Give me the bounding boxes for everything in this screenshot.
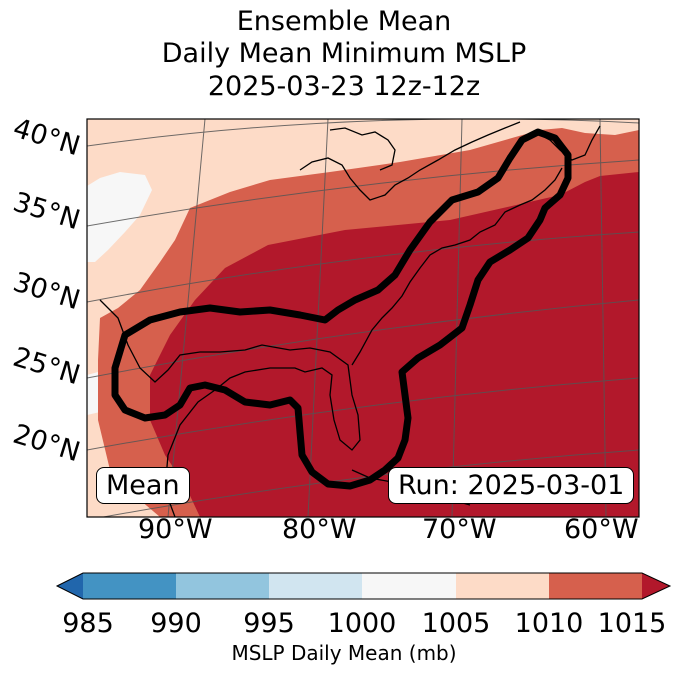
run-date-box: Run: 2025-03-01 (388, 467, 635, 504)
colorbar-segment-985-990 (83, 573, 176, 599)
colorbar-tick-985: 985 (62, 608, 114, 639)
colorbar-tick-1000: 1000 (327, 608, 397, 639)
colorbar-segment-1010-1015 (549, 573, 642, 599)
lon-label-90w: 90°W (138, 514, 213, 545)
colorbar-segment-1005-1010 (456, 573, 549, 599)
colorbar-outline (55, 572, 672, 600)
graticule (87, 119, 639, 517)
title-line-3: 2025-03-23 12z-12z (207, 71, 481, 102)
lon-label-60w: 60°W (564, 514, 639, 545)
colorbar-tick-1010: 1010 (514, 608, 584, 639)
colorbar (55, 572, 672, 600)
colorbar-extend-low (57, 573, 83, 599)
pressure-band-1015-plus (150, 172, 639, 517)
colorbar-tick-1005: 1005 (421, 608, 491, 639)
colorbar-label: MSLP Daily Mean (mb) (231, 641, 457, 665)
pressure-band-1000-1005 (87, 172, 152, 262)
colorbar-segment-1000-1005 (362, 573, 456, 599)
pressure-band-1000-1005-west (87, 372, 100, 415)
title-line-2: Daily Mean Minimum MSLP (161, 38, 527, 69)
lon-label-80w: 80°W (282, 514, 357, 545)
lon-label-70w: 70°W (422, 514, 497, 545)
map-frame (86, 118, 640, 518)
colorbar-tick-995: 995 (243, 608, 295, 639)
colorbar-tick-1015: 1015 (597, 608, 667, 639)
mean-label-box: Mean (96, 467, 190, 504)
colorbar-segment-995-1000 (269, 573, 362, 599)
map-panel (87, 119, 639, 517)
mean-contour (111, 128, 572, 490)
colorbar-extend-high (642, 573, 670, 599)
colorbar-tick-990: 990 (150, 608, 202, 639)
colorbar-segment-990-995 (176, 573, 269, 599)
title-line-1: Ensemble Mean (236, 6, 452, 37)
